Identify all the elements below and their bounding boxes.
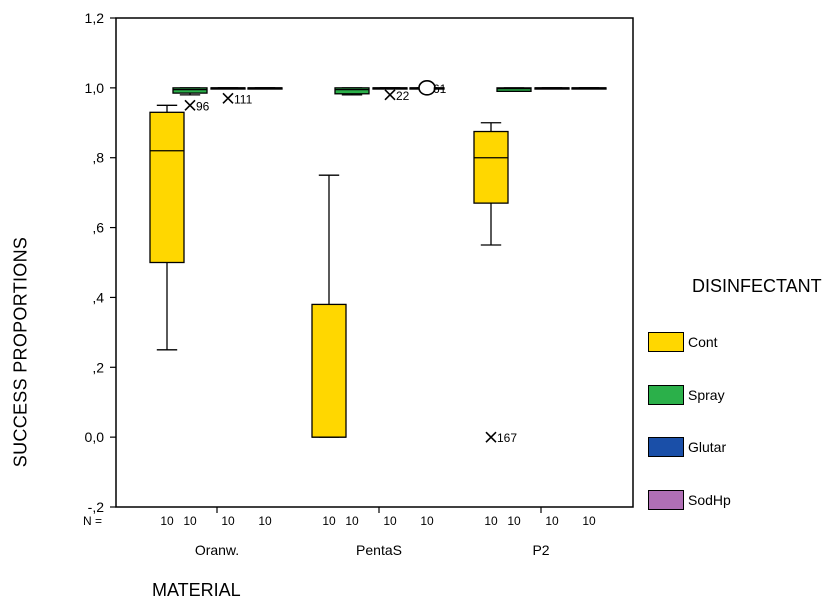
n-value-sodhp-oranw: 10 bbox=[258, 514, 272, 528]
outlier-star-96 bbox=[184, 99, 196, 111]
legend-item-glutar: Glutar bbox=[648, 437, 726, 457]
n-value-spray-pentas: 10 bbox=[345, 514, 359, 528]
box-cont-pentas bbox=[311, 303, 347, 438]
outlier-label-167: 167 bbox=[497, 431, 517, 445]
y-tick-label-7: 1,2 bbox=[85, 10, 105, 26]
y-tick-label-1: 0,0 bbox=[85, 429, 105, 445]
n-value-spray-p2: 10 bbox=[507, 514, 521, 528]
outlier-label-111: 111 bbox=[234, 92, 253, 106]
x-axis-title: MATERIAL bbox=[152, 580, 241, 600]
n-value-glutar-oranw: 10 bbox=[221, 514, 235, 528]
outlier-star-167 bbox=[485, 431, 497, 443]
box-spray-p2 bbox=[496, 87, 532, 92]
y-tick-label-0: -,2 bbox=[88, 499, 105, 515]
legend-label-glutar: Glutar bbox=[688, 439, 727, 455]
n-label: N = bbox=[83, 514, 102, 528]
n-value-sodhp-p2: 10 bbox=[582, 514, 596, 528]
x-tick-label-pentas: PentaS bbox=[356, 542, 402, 558]
box-spray-pentas bbox=[334, 87, 370, 95]
y-tick-label-4: ,6 bbox=[92, 220, 104, 236]
legend-swatch-glutar bbox=[648, 437, 684, 457]
y-tick-label-3: ,4 bbox=[92, 289, 104, 305]
outlier-star-111 bbox=[222, 92, 234, 104]
y-tick-label-5: ,8 bbox=[92, 150, 104, 166]
outlier-label-22: 22 bbox=[396, 89, 410, 103]
x-tick-label-oranw: Oranw. bbox=[195, 542, 239, 558]
outlier-label-96: 96 bbox=[196, 99, 210, 113]
legend-title: DISINFECTANT bbox=[692, 276, 822, 296]
legend-item-cont: Cont bbox=[648, 332, 718, 352]
plot-frame bbox=[115, 17, 634, 508]
n-value-cont-pentas: 10 bbox=[322, 514, 336, 528]
box-spray-oranw bbox=[172, 87, 208, 94]
y-axis-title: SUCCESS PROPORTIONS bbox=[10, 236, 31, 468]
outlier-label-61: 61 bbox=[433, 82, 447, 96]
box-cont-p2 bbox=[473, 130, 509, 204]
x-tick-label-p2: P2 bbox=[532, 542, 549, 558]
legend-label-cont: Cont bbox=[688, 334, 718, 350]
n-value-spray-oranw: 10 bbox=[183, 514, 197, 528]
outlier-star-22 bbox=[384, 89, 396, 101]
n-value-cont-oranw: 10 bbox=[160, 514, 174, 528]
box-cont-oranw bbox=[149, 111, 185, 264]
y-tick-label-2: ,2 bbox=[92, 359, 104, 375]
n-value-glutar-p2: 10 bbox=[545, 514, 559, 528]
legend-label-spray: Spray bbox=[688, 387, 725, 403]
outlier-circle-61 bbox=[418, 80, 436, 96]
legend-label-sodhp: SodHp bbox=[688, 492, 731, 508]
legend-item-spray: Spray bbox=[648, 385, 725, 405]
legend-item-sodhp: SodHp bbox=[648, 490, 731, 510]
legend-swatch-spray bbox=[648, 385, 684, 405]
y-tick-label-6: 1,0 bbox=[85, 80, 105, 96]
n-value-sodhp-pentas: 10 bbox=[420, 514, 434, 528]
n-value-cont-p2: 10 bbox=[484, 514, 498, 528]
legend-swatch-cont bbox=[648, 332, 684, 352]
legend-swatch-sodhp bbox=[648, 490, 684, 510]
n-value-glutar-pentas: 10 bbox=[383, 514, 397, 528]
